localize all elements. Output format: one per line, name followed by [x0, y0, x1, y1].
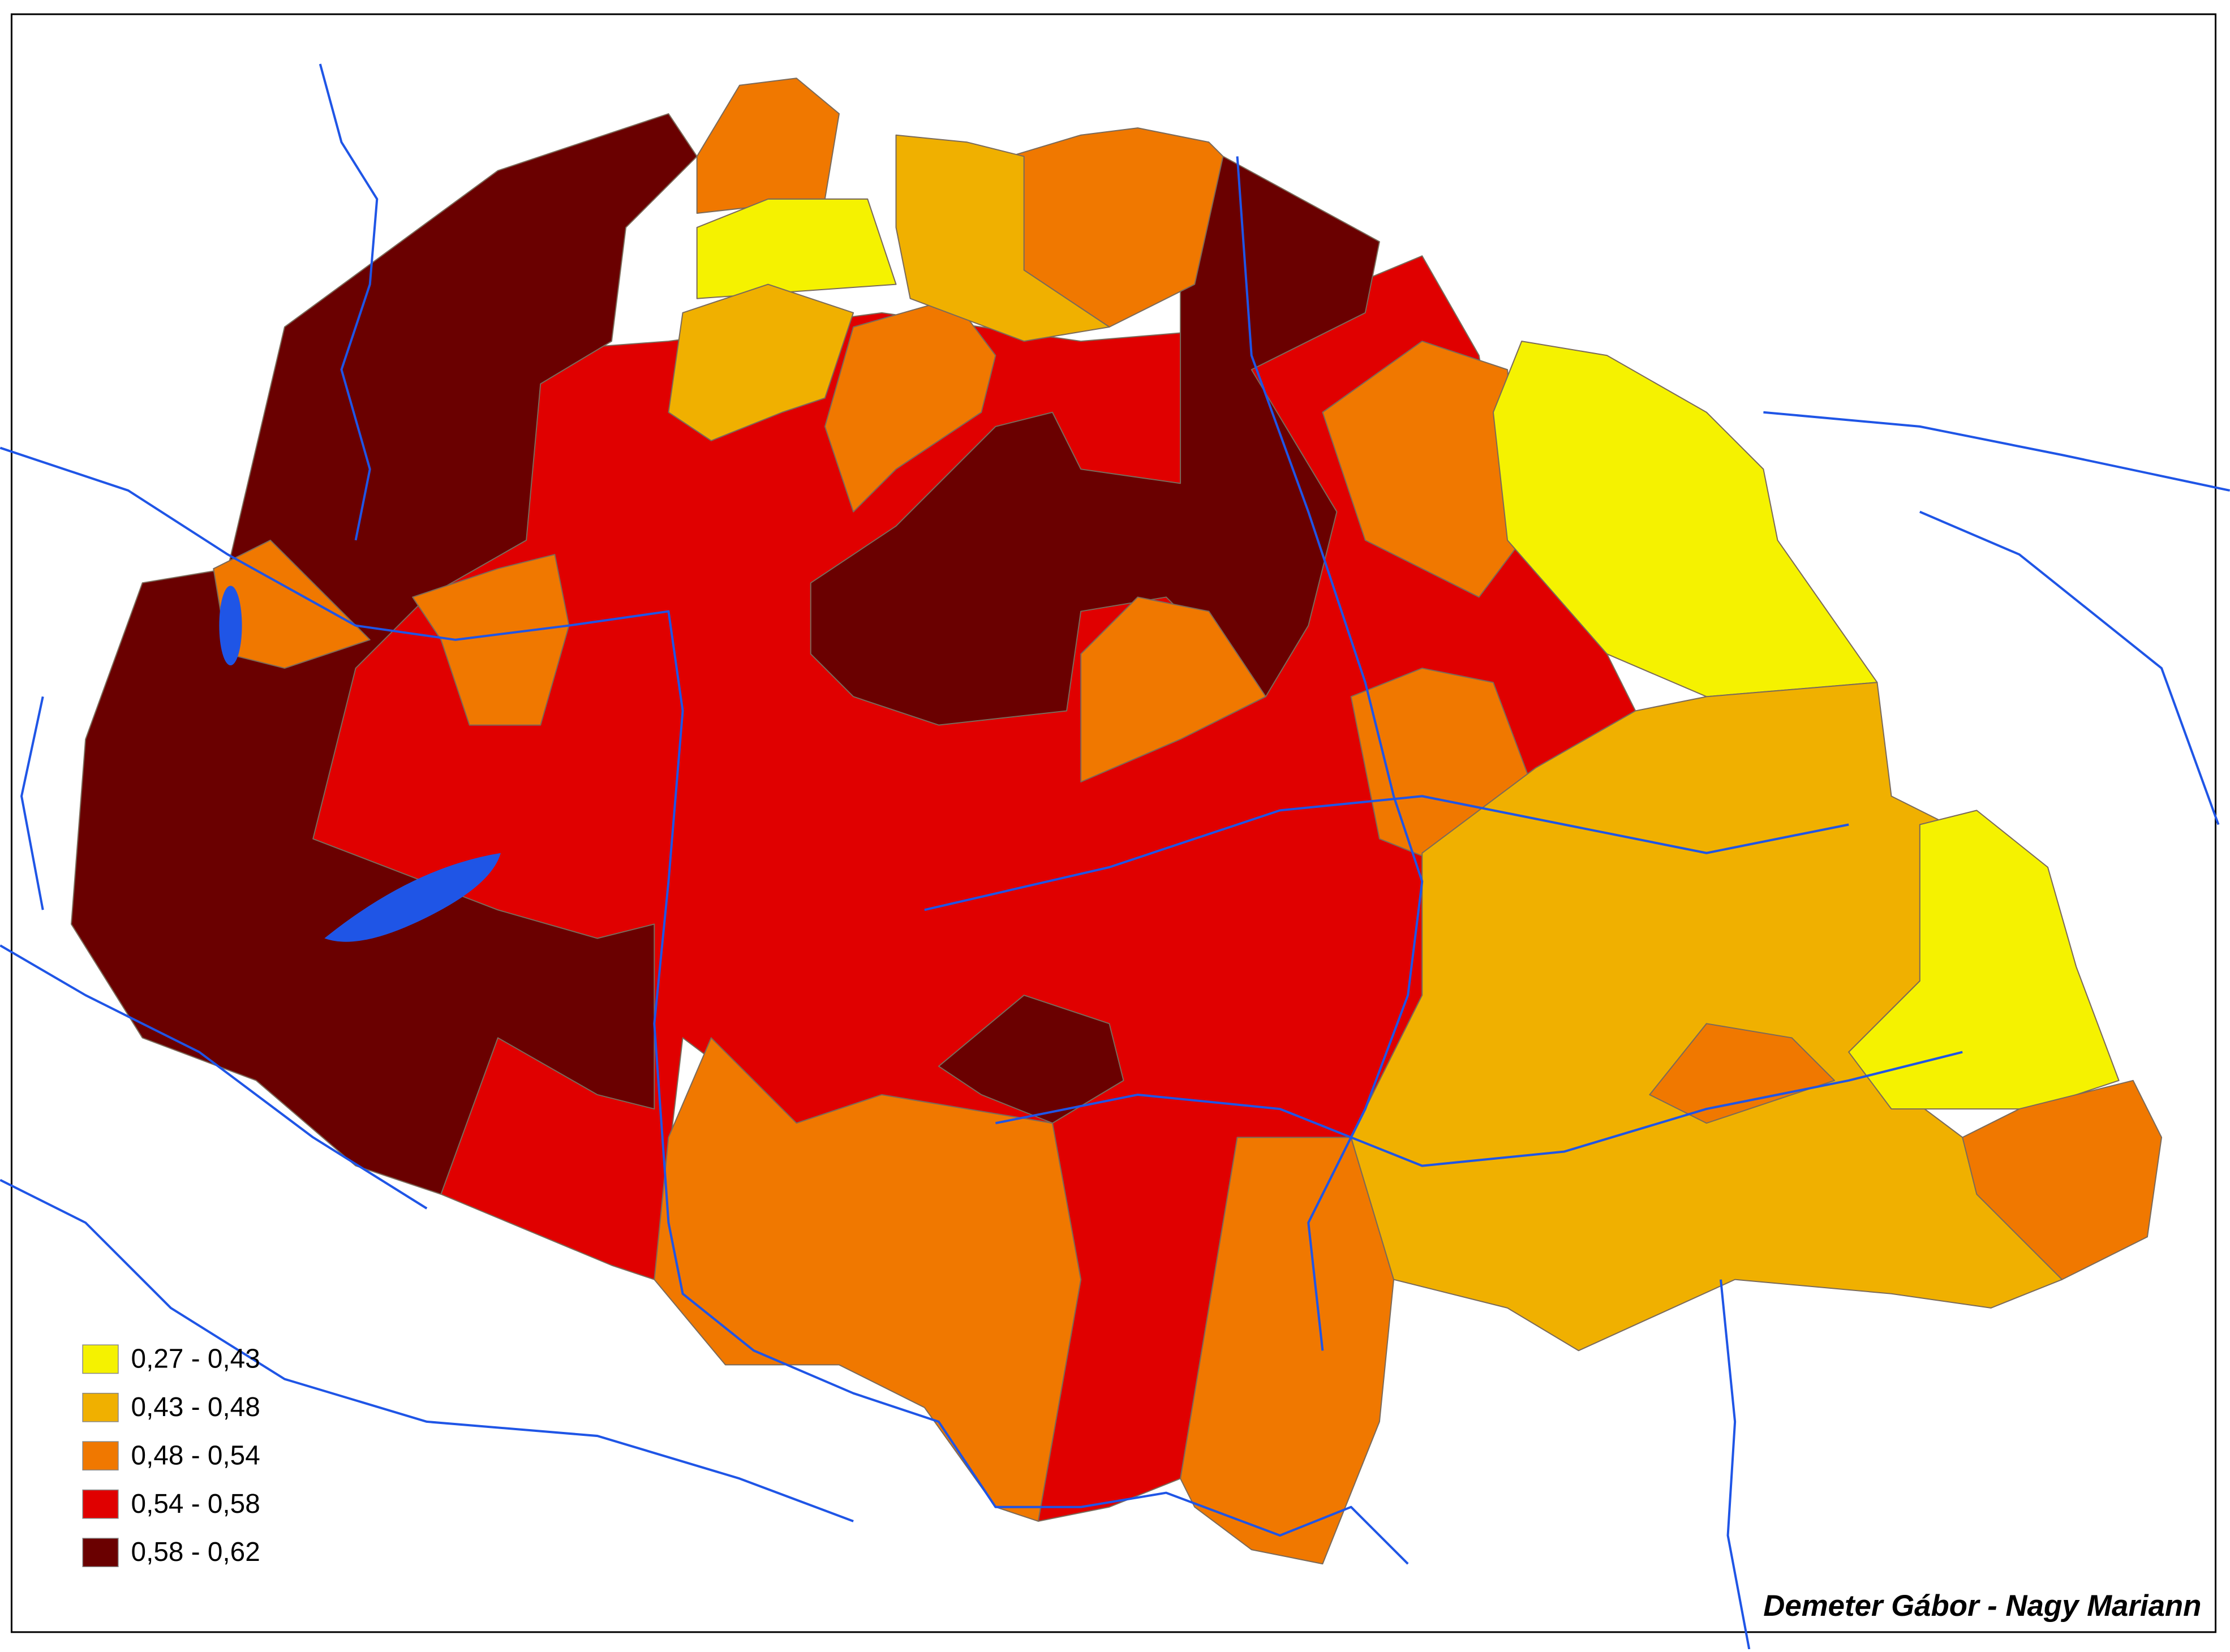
- region: [668, 283, 854, 442]
- river: [20, 696, 44, 910]
- river: [1720, 1279, 1751, 1650]
- legend-label: 0,54 - 0,58: [131, 1489, 260, 1519]
- region: [654, 1037, 1082, 1522]
- region: [412, 554, 570, 726]
- legend-label: 0,58 - 0,62: [131, 1537, 260, 1567]
- region: [938, 995, 1124, 1124]
- legend-swatch: [82, 1441, 119, 1471]
- region: [1649, 1023, 1836, 1124]
- river: [1919, 510, 2220, 825]
- region: [895, 134, 1110, 342]
- river: [0, 446, 1409, 1565]
- rivers: [0, 63, 2230, 1650]
- legend-label: 0,27 - 0,43: [131, 1344, 260, 1374]
- river: [1236, 156, 1424, 1351]
- region: [810, 156, 1380, 726]
- credit: Demeter Gábor - Nagy Mariann: [1763, 1589, 2201, 1623]
- region: [696, 198, 897, 299]
- lake: [324, 853, 501, 942]
- river: [924, 795, 1849, 911]
- river: [1763, 411, 2230, 492]
- region: [1180, 1137, 1395, 1565]
- lake: [219, 586, 242, 666]
- river: [319, 63, 379, 541]
- legend-swatch: [82, 1538, 119, 1568]
- region: [696, 78, 840, 214]
- legend-label: 0,48 - 0,54: [131, 1440, 260, 1470]
- regions: [71, 78, 2163, 1565]
- legend-swatch: [82, 1489, 119, 1519]
- region: [1492, 341, 1878, 698]
- river: [995, 1051, 1963, 1167]
- legend-swatch: [82, 1392, 119, 1422]
- legend-swatch: [82, 1344, 119, 1374]
- region: [1080, 596, 1266, 783]
- legend: 0,27 - 0,43 0,43 - 0,48 0,48 - 0,54 0,54 - …: [82, 1344, 260, 1568]
- legend-label: 0,43 - 0,48: [131, 1392, 260, 1422]
- river: [0, 944, 428, 1210]
- region: [1962, 1079, 2163, 1280]
- region: [71, 113, 698, 1195]
- river: [0, 1178, 854, 1522]
